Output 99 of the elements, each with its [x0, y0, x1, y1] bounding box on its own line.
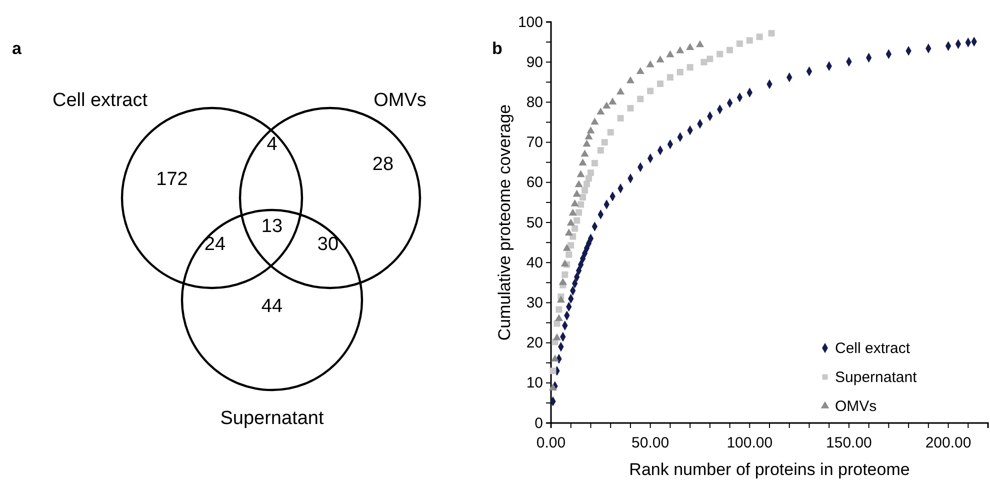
text: Supernatant — [220, 408, 324, 429]
text: 13 — [261, 216, 283, 237]
point — [656, 55, 664, 62]
point — [676, 68, 684, 76]
point — [700, 58, 708, 66]
point — [582, 187, 588, 194]
point — [591, 160, 598, 166]
point — [554, 320, 560, 327]
point — [576, 170, 585, 178]
point — [666, 50, 674, 58]
point — [597, 147, 604, 154]
text: Cell extract — [52, 90, 148, 111]
point — [556, 296, 565, 303]
legend-label: Cell extract — [835, 340, 911, 357]
point — [574, 180, 583, 188]
y-tick-label: 50 — [526, 214, 543, 232]
point — [617, 115, 624, 122]
y-tick-label: 60 — [526, 174, 543, 192]
point — [566, 251, 572, 258]
x-tick-label: 150.00 — [826, 434, 872, 452]
x-tick-label: 0.00 — [536, 434, 566, 452]
point — [574, 217, 580, 224]
text: OMVs — [374, 90, 426, 111]
point — [601, 139, 608, 146]
point — [686, 64, 694, 71]
point — [602, 102, 611, 109]
text: 172 — [156, 169, 188, 190]
point — [580, 150, 589, 157]
text: 30 — [317, 234, 339, 255]
point — [578, 201, 584, 208]
x-tick-label: 200.00 — [925, 434, 972, 452]
point — [607, 129, 614, 136]
point — [627, 104, 634, 112]
text: b — [492, 39, 502, 58]
point — [736, 40, 743, 47]
x-axis-title: Rank number of proteins in proteome — [629, 460, 910, 479]
point — [572, 225, 578, 232]
point — [576, 209, 582, 216]
x-tick-label: 50.00 — [632, 434, 670, 452]
point — [582, 140, 591, 147]
y-axis-title: Cumulative proteome coverage — [495, 104, 514, 341]
y-tick-label: 30 — [526, 294, 543, 312]
point — [578, 158, 587, 166]
point — [570, 199, 579, 206]
point — [646, 60, 654, 68]
point — [696, 40, 704, 48]
point — [548, 383, 558, 390]
point — [584, 132, 593, 140]
y-tick-label: 100 — [518, 14, 543, 31]
point — [558, 278, 567, 285]
legend-label: Supernatant — [835, 369, 918, 386]
point — [566, 218, 575, 226]
point — [568, 242, 574, 249]
point — [564, 228, 573, 236]
point — [550, 368, 556, 374]
point — [550, 354, 559, 362]
point — [706, 56, 714, 62]
text: a — [12, 39, 22, 58]
point — [562, 271, 568, 278]
legend-label: OMVs — [835, 398, 877, 415]
text: 4 — [266, 134, 278, 155]
point — [676, 46, 684, 54]
point — [580, 194, 586, 200]
point — [554, 314, 563, 322]
point — [572, 190, 581, 197]
y-tick-label: 90 — [526, 54, 543, 71]
point — [657, 80, 664, 87]
point — [586, 126, 595, 134]
y-tick-label: 80 — [526, 94, 543, 111]
y-tick-label: 40 — [526, 254, 543, 272]
point — [556, 306, 562, 313]
x-tick-label: 100.00 — [726, 434, 773, 452]
point — [562, 244, 571, 251]
point — [768, 30, 775, 36]
point — [568, 208, 577, 216]
point — [666, 74, 674, 81]
point — [647, 88, 654, 94]
point — [636, 67, 644, 74]
point — [587, 170, 594, 176]
point — [590, 118, 599, 125]
point — [608, 98, 617, 105]
point — [716, 50, 724, 58]
point — [756, 34, 763, 40]
point — [596, 108, 605, 115]
point — [626, 76, 634, 84]
point — [686, 43, 694, 50]
point — [637, 96, 644, 102]
y-tick-label: 0 — [534, 414, 543, 432]
y-tick-label: 20 — [526, 334, 543, 352]
text: 28 — [372, 154, 394, 175]
point — [616, 88, 625, 94]
text: 44 — [261, 296, 283, 317]
point — [560, 260, 569, 267]
y-tick-label: 70 — [526, 134, 543, 152]
point — [552, 333, 561, 340]
point — [726, 46, 734, 54]
y-tick-label: 10 — [526, 374, 543, 392]
point — [746, 37, 753, 44]
text: 24 — [204, 234, 226, 255]
